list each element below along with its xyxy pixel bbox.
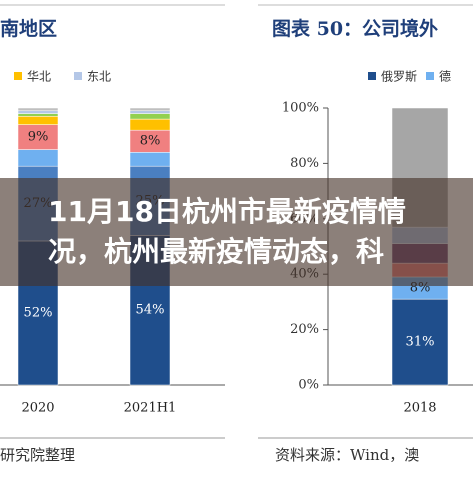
x-tick-label: 2018 — [403, 401, 436, 416]
legend-swatch — [368, 72, 376, 80]
legend-label: 俄罗斯 — [381, 70, 417, 84]
bar-segment — [17, 149, 59, 167]
bar-value-label: 8% — [140, 134, 161, 149]
bar-segment — [17, 124, 59, 150]
x-tick-label: 2021H1 — [124, 401, 177, 416]
y-tick-label: 100% — [282, 101, 319, 116]
bar-value-label: 52% — [24, 305, 53, 320]
bar-segment — [17, 107, 59, 112]
title-overlay: 11月18日杭州市最新疫情情况，杭州最新疫情动态，科 — [0, 178, 473, 286]
legend-label: 华北 — [27, 70, 51, 84]
bar-segment — [17, 113, 59, 117]
y-tick-label: 20% — [290, 322, 319, 337]
bar-segment — [17, 110, 59, 114]
bar-segment — [17, 116, 59, 125]
legend-swatch — [426, 72, 434, 80]
bar-segment — [391, 298, 449, 386]
left-title: 南地区 — [0, 17, 57, 40]
overlay-title: 11月18日杭州市最新疫情情况，杭州最新疫情动态，科 — [48, 195, 406, 268]
y-tick-label: 0% — [298, 378, 319, 393]
bar-segment — [129, 107, 171, 112]
legend-label: 东北 — [87, 70, 111, 84]
bar-segment — [129, 152, 171, 167]
right-title: 图表 50：公司境外 — [272, 17, 438, 40]
bar-value-label: 31% — [406, 335, 435, 350]
left-source: 研究院整理 — [0, 446, 75, 464]
bar-value-label: 54% — [136, 303, 165, 318]
bar-segment — [129, 110, 171, 114]
x-tick-label: 2020 — [21, 401, 54, 416]
bar-segment — [129, 118, 171, 131]
y-tick-label: 80% — [290, 156, 319, 171]
right-source: 资料来源：Wind，澳 — [275, 446, 419, 464]
legend-swatch — [14, 72, 22, 80]
bar-segment — [129, 113, 171, 120]
bar-value-label: 9% — [28, 130, 49, 145]
legend-swatch — [74, 72, 82, 80]
legend-label: 德 — [439, 69, 451, 84]
